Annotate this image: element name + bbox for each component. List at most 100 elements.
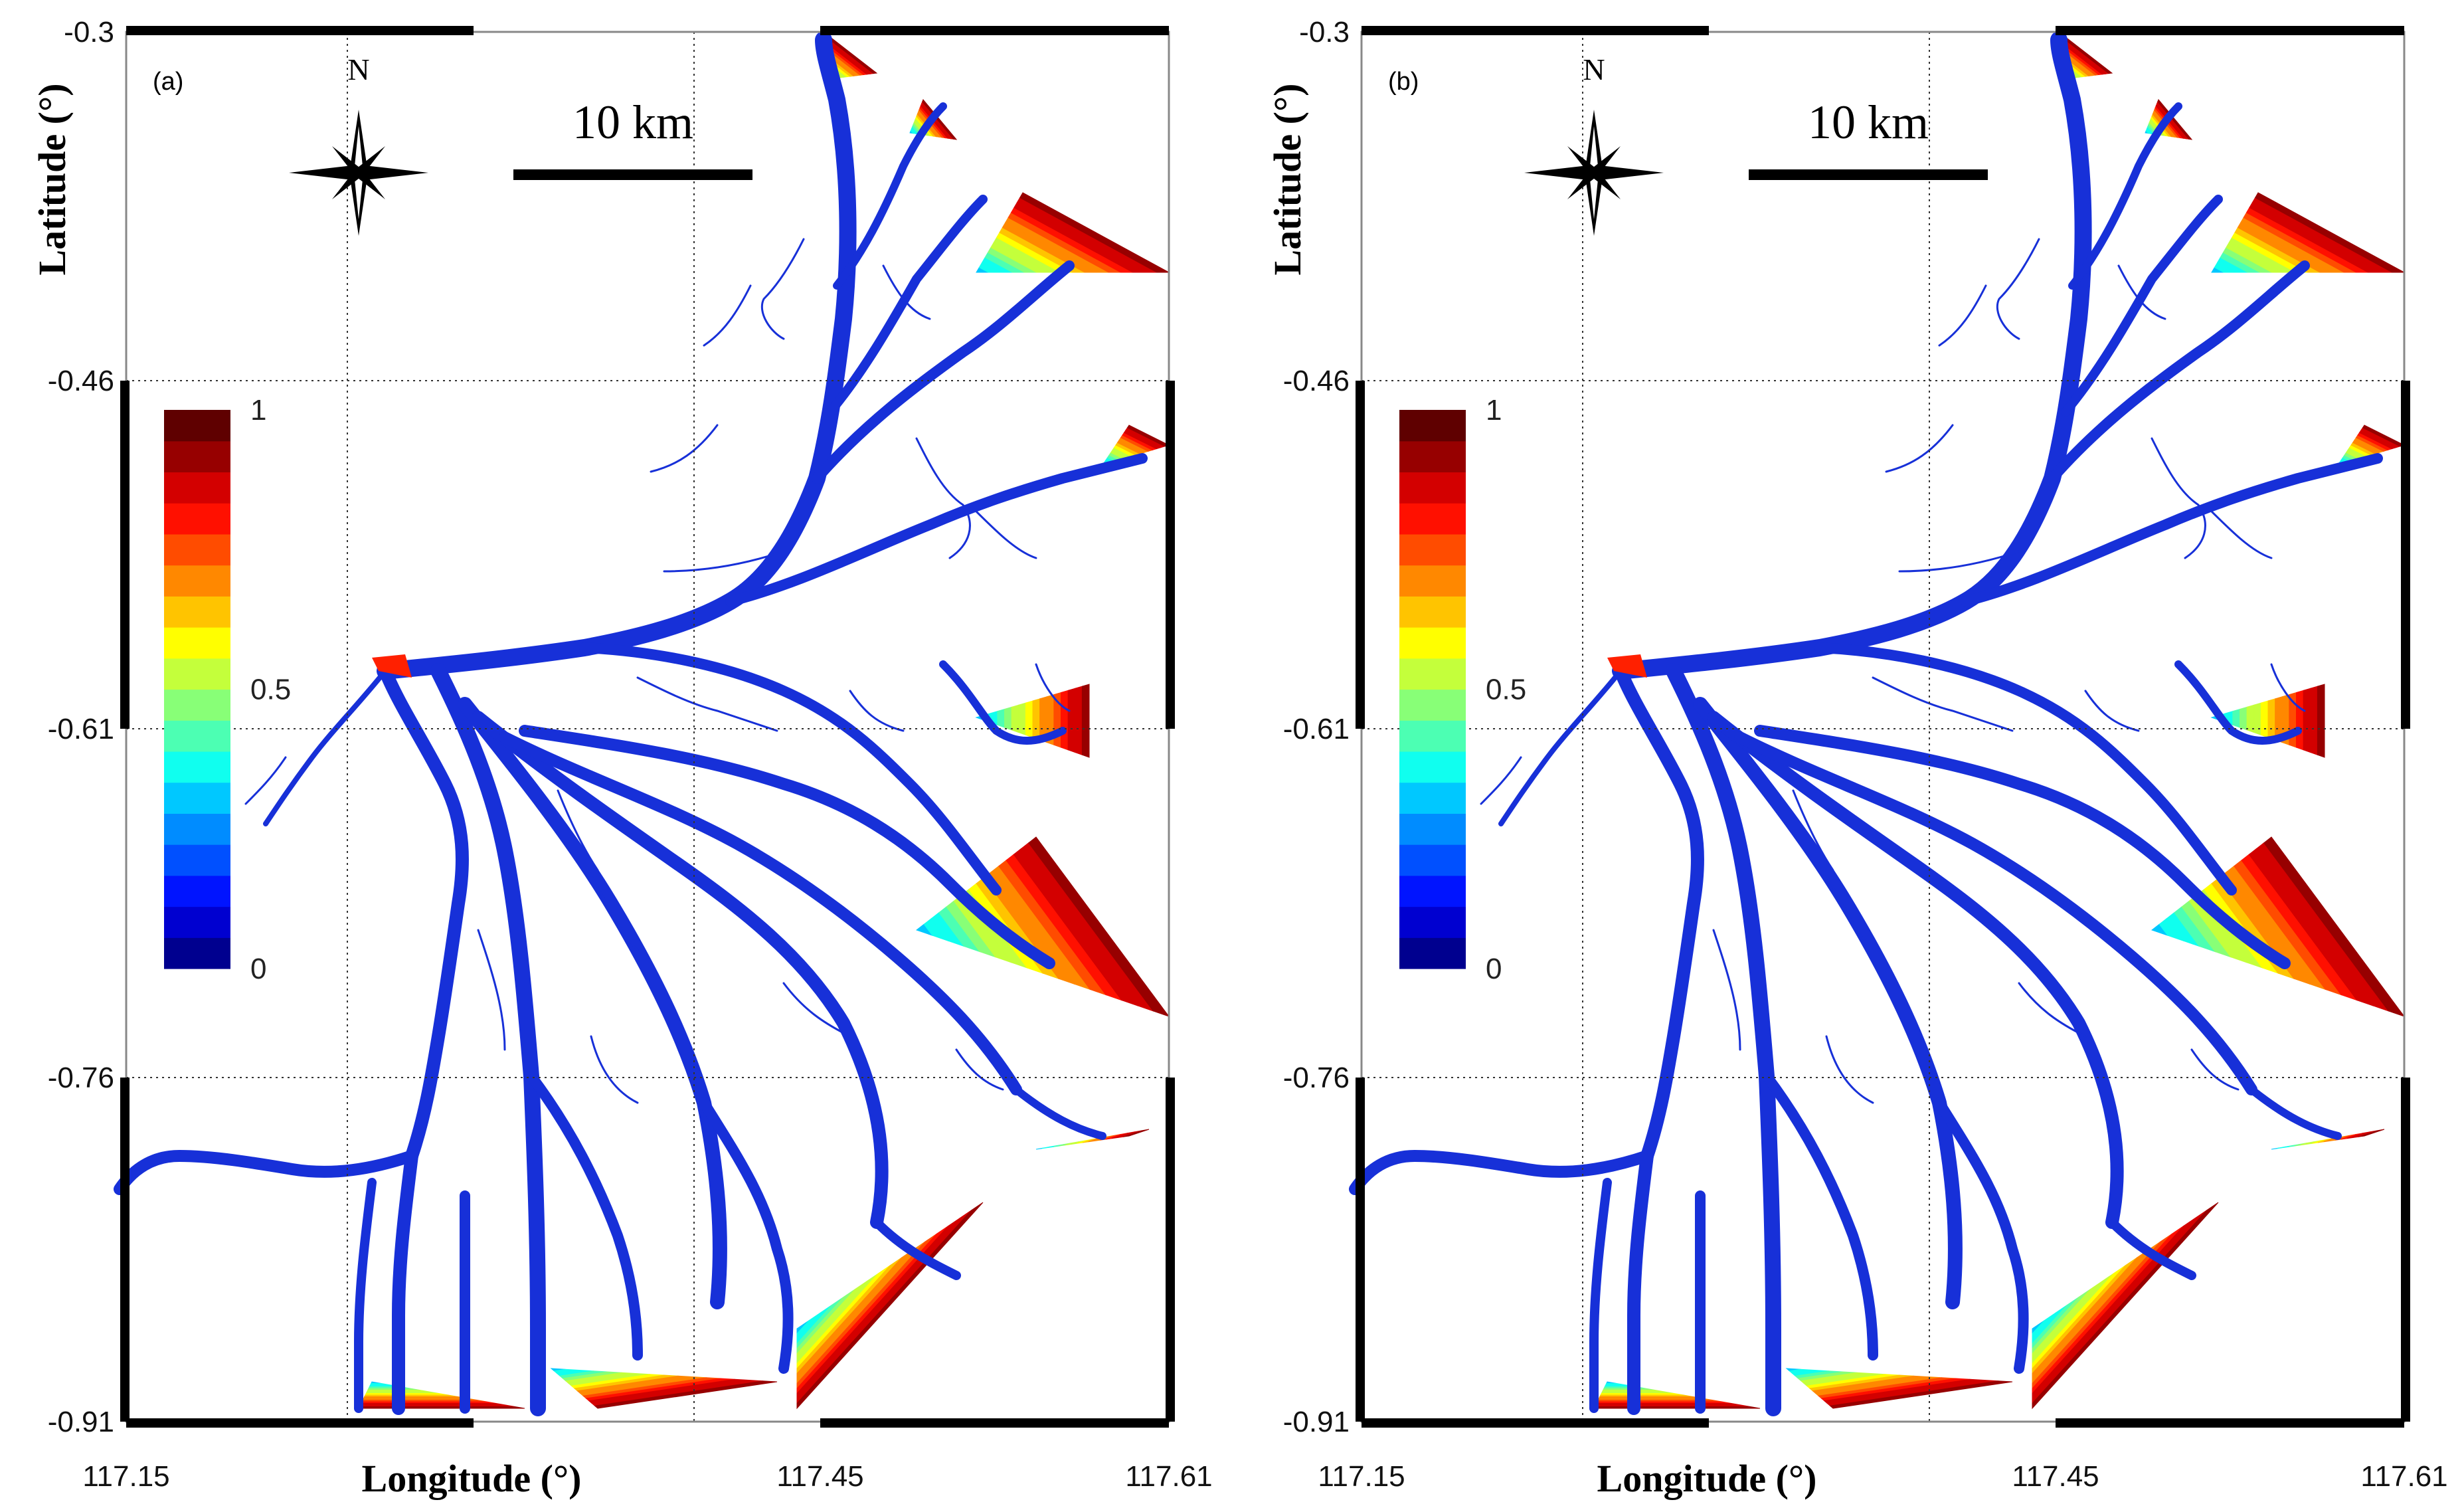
tributary	[760, 238, 805, 340]
colorbar-swatch	[164, 813, 230, 845]
fan-band	[1004, 706, 1012, 731]
tributary	[1035, 663, 1071, 712]
channel	[1349, 1150, 1653, 1195]
fan-band	[2310, 686, 2318, 755]
colorbar: 10.50	[1399, 394, 1526, 985]
y-tick-label: -0.91	[48, 1406, 114, 1438]
fan-band	[1081, 684, 1090, 758]
fan-band	[1067, 688, 1076, 753]
colorbar-swatch	[1399, 658, 1466, 690]
x-tick-label: 117.61	[2360, 1460, 2447, 1493]
colorbar-swatch	[1399, 906, 1466, 938]
x-tick-label: 117.15	[82, 1460, 169, 1493]
fan-band	[1123, 1129, 1150, 1137]
fan-band	[2296, 690, 2304, 751]
tributary	[477, 929, 506, 1051]
channel	[526, 1071, 643, 1361]
fan-band	[1829, 1380, 2013, 1409]
channel	[2068, 102, 2182, 290]
y-tick-label: -0.61	[1283, 713, 1350, 745]
x-tick-label: 117.15	[1318, 1460, 1405, 1493]
colorbar-swatch	[164, 533, 230, 566]
tributary	[244, 756, 287, 805]
channel	[699, 1097, 794, 1374]
channel	[579, 642, 1002, 896]
frame-bar	[1166, 381, 1175, 729]
channel	[812, 260, 1075, 484]
colorbar-tick-label: 0	[250, 953, 266, 985]
colorbar-swatch	[1399, 565, 1466, 597]
colorbar-swatch	[1399, 720, 1466, 752]
tributary	[636, 676, 778, 732]
frame-bar	[126, 1418, 474, 1428]
tributary	[2204, 504, 2273, 559]
y-tick-label: -0.91	[1283, 1406, 1350, 1438]
channel	[1614, 664, 1704, 1163]
colorbar-swatch	[1399, 472, 1466, 504]
channel	[114, 1150, 418, 1195]
scale-bar	[1749, 169, 1988, 180]
fan-band	[1075, 686, 1083, 755]
colorbar-swatch	[164, 410, 230, 442]
frame-bar	[120, 1078, 130, 1422]
tributary	[2117, 264, 2166, 320]
colorbar-swatch	[164, 875, 230, 907]
colorbar-swatch	[1399, 844, 1466, 876]
fan-band	[2303, 688, 2311, 753]
channel	[1693, 697, 1963, 1309]
y-tick-label: -0.3	[1299, 16, 1350, 48]
channel	[472, 711, 889, 1229]
channel	[826, 195, 988, 417]
fan-region	[1593, 1381, 1761, 1409]
frame-bar	[120, 381, 130, 729]
fan-band	[1018, 702, 1026, 735]
channel	[458, 697, 727, 1309]
fan-band	[2267, 698, 2276, 741]
fan-band	[1032, 698, 1041, 741]
channel	[1754, 725, 2291, 969]
fan-region	[915, 836, 1170, 1017]
y-tick-label: -0.46	[1283, 365, 1350, 397]
tributary	[1996, 238, 2040, 340]
channel	[1814, 642, 2237, 896]
frame-bar	[2401, 381, 2410, 729]
frame-bar	[1362, 26, 1709, 35]
colorbar-swatch	[1399, 440, 1466, 473]
panel-label: (a)	[153, 68, 183, 96]
fan-region	[2211, 192, 2405, 273]
upstream-boundary	[372, 654, 412, 678]
channel	[1612, 31, 2092, 680]
colorbar-tick-label: 0.5	[1486, 674, 1526, 706]
colorbar-swatch	[164, 906, 230, 938]
fan-region	[1785, 1368, 2013, 1409]
channel	[1627, 1149, 1654, 1415]
x-tick-label: 117.45	[2012, 1460, 2099, 1493]
colorbar-swatch	[164, 937, 230, 969]
channel	[430, 663, 546, 1416]
y-axis-title: Latitude (°)	[31, 83, 74, 275]
fan-band	[922, 99, 958, 140]
panel-a: -0.3 -0.46 -0.61 -0.76 -0.91 117.15 117.45 117.…	[31, 16, 1213, 1500]
colorbar-swatch	[1399, 410, 1466, 442]
colorbar-swatch	[1399, 627, 1466, 659]
y-tick-label: -0.46	[48, 365, 114, 397]
colorbar-swatch	[164, 658, 230, 690]
channel	[2107, 1218, 2196, 1280]
fan-band	[997, 708, 1005, 728]
channel	[1934, 1097, 2029, 1374]
colorbar-tick-label: 1	[250, 394, 266, 426]
tributary	[1480, 756, 1522, 805]
tributary	[1712, 929, 1741, 1051]
colorbar-swatch	[1399, 875, 1466, 907]
colorbar-swatch	[164, 472, 230, 504]
colorbar-swatch	[164, 627, 230, 659]
fan-band	[2032, 1202, 2219, 1410]
tributary	[1872, 676, 2014, 732]
channel	[1012, 1085, 1106, 1140]
fan-band	[2358, 1129, 2385, 1137]
channel	[377, 31, 857, 680]
colorbar-swatch	[1399, 596, 1466, 628]
frame-bar	[2056, 1418, 2404, 1428]
channel	[499, 731, 1022, 1095]
